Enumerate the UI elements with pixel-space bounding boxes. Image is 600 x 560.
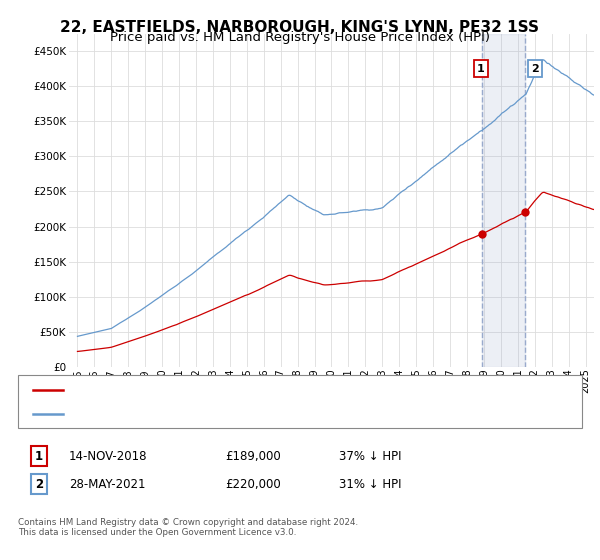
Text: 14-NOV-2018: 14-NOV-2018 — [69, 450, 148, 463]
Bar — [482, 34, 525, 367]
Text: 37% ↓ HPI: 37% ↓ HPI — [339, 450, 401, 463]
Text: 1: 1 — [35, 450, 43, 463]
Text: 1: 1 — [477, 64, 485, 73]
Text: Contains HM Land Registry data © Crown copyright and database right 2024.
This d: Contains HM Land Registry data © Crown c… — [18, 518, 358, 538]
Text: 2: 2 — [35, 478, 43, 491]
Text: Price paid vs. HM Land Registry's House Price Index (HPI): Price paid vs. HM Land Registry's House … — [110, 31, 490, 44]
Text: £220,000: £220,000 — [225, 478, 281, 491]
Text: HPI: Average price, detached house, Breckland: HPI: Average price, detached house, Brec… — [69, 408, 303, 418]
Text: 22, EASTFIELDS, NARBOROUGH, KING'S LYNN, PE32 1SS (detached house): 22, EASTFIELDS, NARBOROUGH, KING'S LYNN,… — [69, 385, 439, 395]
Text: 22, EASTFIELDS, NARBOROUGH, KING'S LYNN, PE32 1SS: 22, EASTFIELDS, NARBOROUGH, KING'S LYNN,… — [61, 20, 539, 35]
Text: 31% ↓ HPI: 31% ↓ HPI — [339, 478, 401, 491]
Text: 28-MAY-2021: 28-MAY-2021 — [69, 478, 146, 491]
Text: 2: 2 — [531, 64, 539, 73]
Text: £189,000: £189,000 — [225, 450, 281, 463]
